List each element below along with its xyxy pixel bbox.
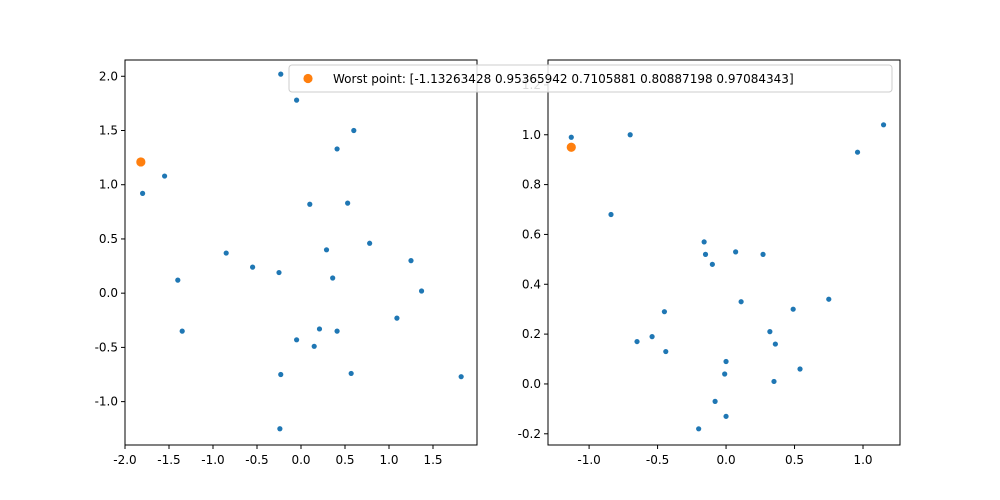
- point-0-21: [294, 337, 300, 343]
- y-tick-label: 1.0: [99, 178, 118, 192]
- y-tick-label: 0.4: [522, 277, 541, 291]
- point-1-0: [136, 157, 146, 167]
- point-0-8: [760, 251, 766, 257]
- point-0-23: [278, 371, 284, 378]
- point-0-25: [696, 426, 702, 432]
- point-0-2: [351, 127, 357, 134]
- x-tick-label: -1.5: [157, 453, 180, 467]
- point-0-11: [826, 296, 832, 302]
- point-0-1: [294, 97, 300, 103]
- left-scatter-plot: -2.0 -1.5 -1.0 -0.5 0.0 0.5 1.0 1.5 -1.0 -0.5 0.0 0…: [95, 59, 478, 467]
- x-tick-label: 0.5: [785, 453, 804, 467]
- point-0-3: [334, 146, 340, 152]
- point-0-4: [608, 211, 614, 218]
- x-tick-label: 1.5: [423, 453, 442, 467]
- point-0-18: [663, 348, 669, 355]
- point-0-9: [709, 261, 715, 267]
- point-0-24: [723, 413, 729, 419]
- point-0-14: [330, 275, 336, 281]
- axes-frame: [547, 59, 901, 446]
- x-tick-label: -1.0: [201, 453, 224, 467]
- point-0-0: [568, 134, 574, 140]
- point-0-12: [661, 309, 668, 315]
- point-0-5: [701, 239, 707, 245]
- x-tick-label: -0.5: [646, 453, 669, 467]
- y-tick-label: -0.5: [95, 340, 118, 354]
- x-tick-label: 0.0: [717, 453, 736, 467]
- y-tick-label: 2.0: [99, 69, 118, 83]
- point-0-17: [772, 341, 778, 347]
- x-tick-label: -0.5: [245, 453, 268, 467]
- point-0-22: [771, 378, 777, 385]
- point-0-19: [316, 326, 323, 332]
- point-0-7: [733, 249, 739, 255]
- point-0-16: [418, 288, 425, 294]
- point-0-8: [367, 240, 373, 246]
- point-0-10: [223, 250, 229, 256]
- x-tick-label: 1.0: [853, 453, 872, 467]
- y-tick-label: 0.2: [522, 327, 541, 341]
- point-0-26: [277, 426, 283, 432]
- point-0-6: [307, 201, 313, 207]
- point-0-17: [179, 328, 185, 334]
- legend: Worst point: [-1.13263428 0.95365942 0.7…: [288, 64, 893, 93]
- legend-marker: [303, 73, 313, 84]
- point-0-15: [175, 277, 181, 283]
- x-tick-label: -2.0: [113, 453, 136, 467]
- point-0-20: [797, 366, 803, 372]
- point-0-15: [649, 334, 655, 340]
- y-tick-label: 0.5: [99, 232, 118, 246]
- y-tick-label: 1.5: [99, 123, 118, 137]
- point-0-3: [854, 149, 861, 155]
- point-0-5: [140, 190, 146, 196]
- point-0-2: [880, 122, 887, 128]
- y-tick-label: 0.0: [522, 377, 541, 391]
- point-0-25: [458, 374, 464, 380]
- y-tick-label: -1.0: [95, 395, 118, 409]
- point-1-0: [566, 142, 576, 152]
- point-0-24: [348, 370, 354, 377]
- point-0-20: [334, 328, 340, 334]
- point-0-21: [722, 371, 728, 377]
- y-tick-label: 0.6: [522, 227, 541, 241]
- point-0-13: [790, 306, 796, 312]
- point-0-10: [738, 299, 744, 305]
- point-0-19: [723, 358, 729, 365]
- point-0-13: [408, 258, 414, 264]
- point-0-14: [767, 329, 773, 335]
- point-0-23: [712, 398, 718, 404]
- point-0-18: [394, 315, 400, 321]
- point-0-12: [276, 269, 282, 276]
- point-0-11: [250, 264, 256, 270]
- point-0-0: [278, 71, 284, 77]
- y-tick-label: 0.8: [522, 178, 541, 192]
- y-tick-label: 0.0: [99, 286, 118, 300]
- point-0-22: [311, 343, 317, 349]
- y-tick-label: -0.2: [518, 427, 541, 441]
- legend-label: Worst point: [-1.13263428 0.95365942 0.7…: [333, 72, 794, 86]
- point-0-16: [634, 338, 640, 345]
- point-0-4: [162, 173, 168, 179]
- point-0-6: [702, 251, 709, 257]
- x-tick-label: 0.5: [335, 453, 354, 467]
- legend-box: [288, 64, 893, 93]
- x-tick-label: -1.0: [577, 453, 600, 467]
- point-0-9: [323, 247, 330, 253]
- x-tick-label: 1.0: [379, 453, 398, 467]
- y-tick-label: 1.0: [522, 128, 541, 142]
- point-0-7: [345, 200, 351, 206]
- x-tick-label: 0.0: [291, 453, 310, 467]
- point-0-1: [627, 132, 633, 138]
